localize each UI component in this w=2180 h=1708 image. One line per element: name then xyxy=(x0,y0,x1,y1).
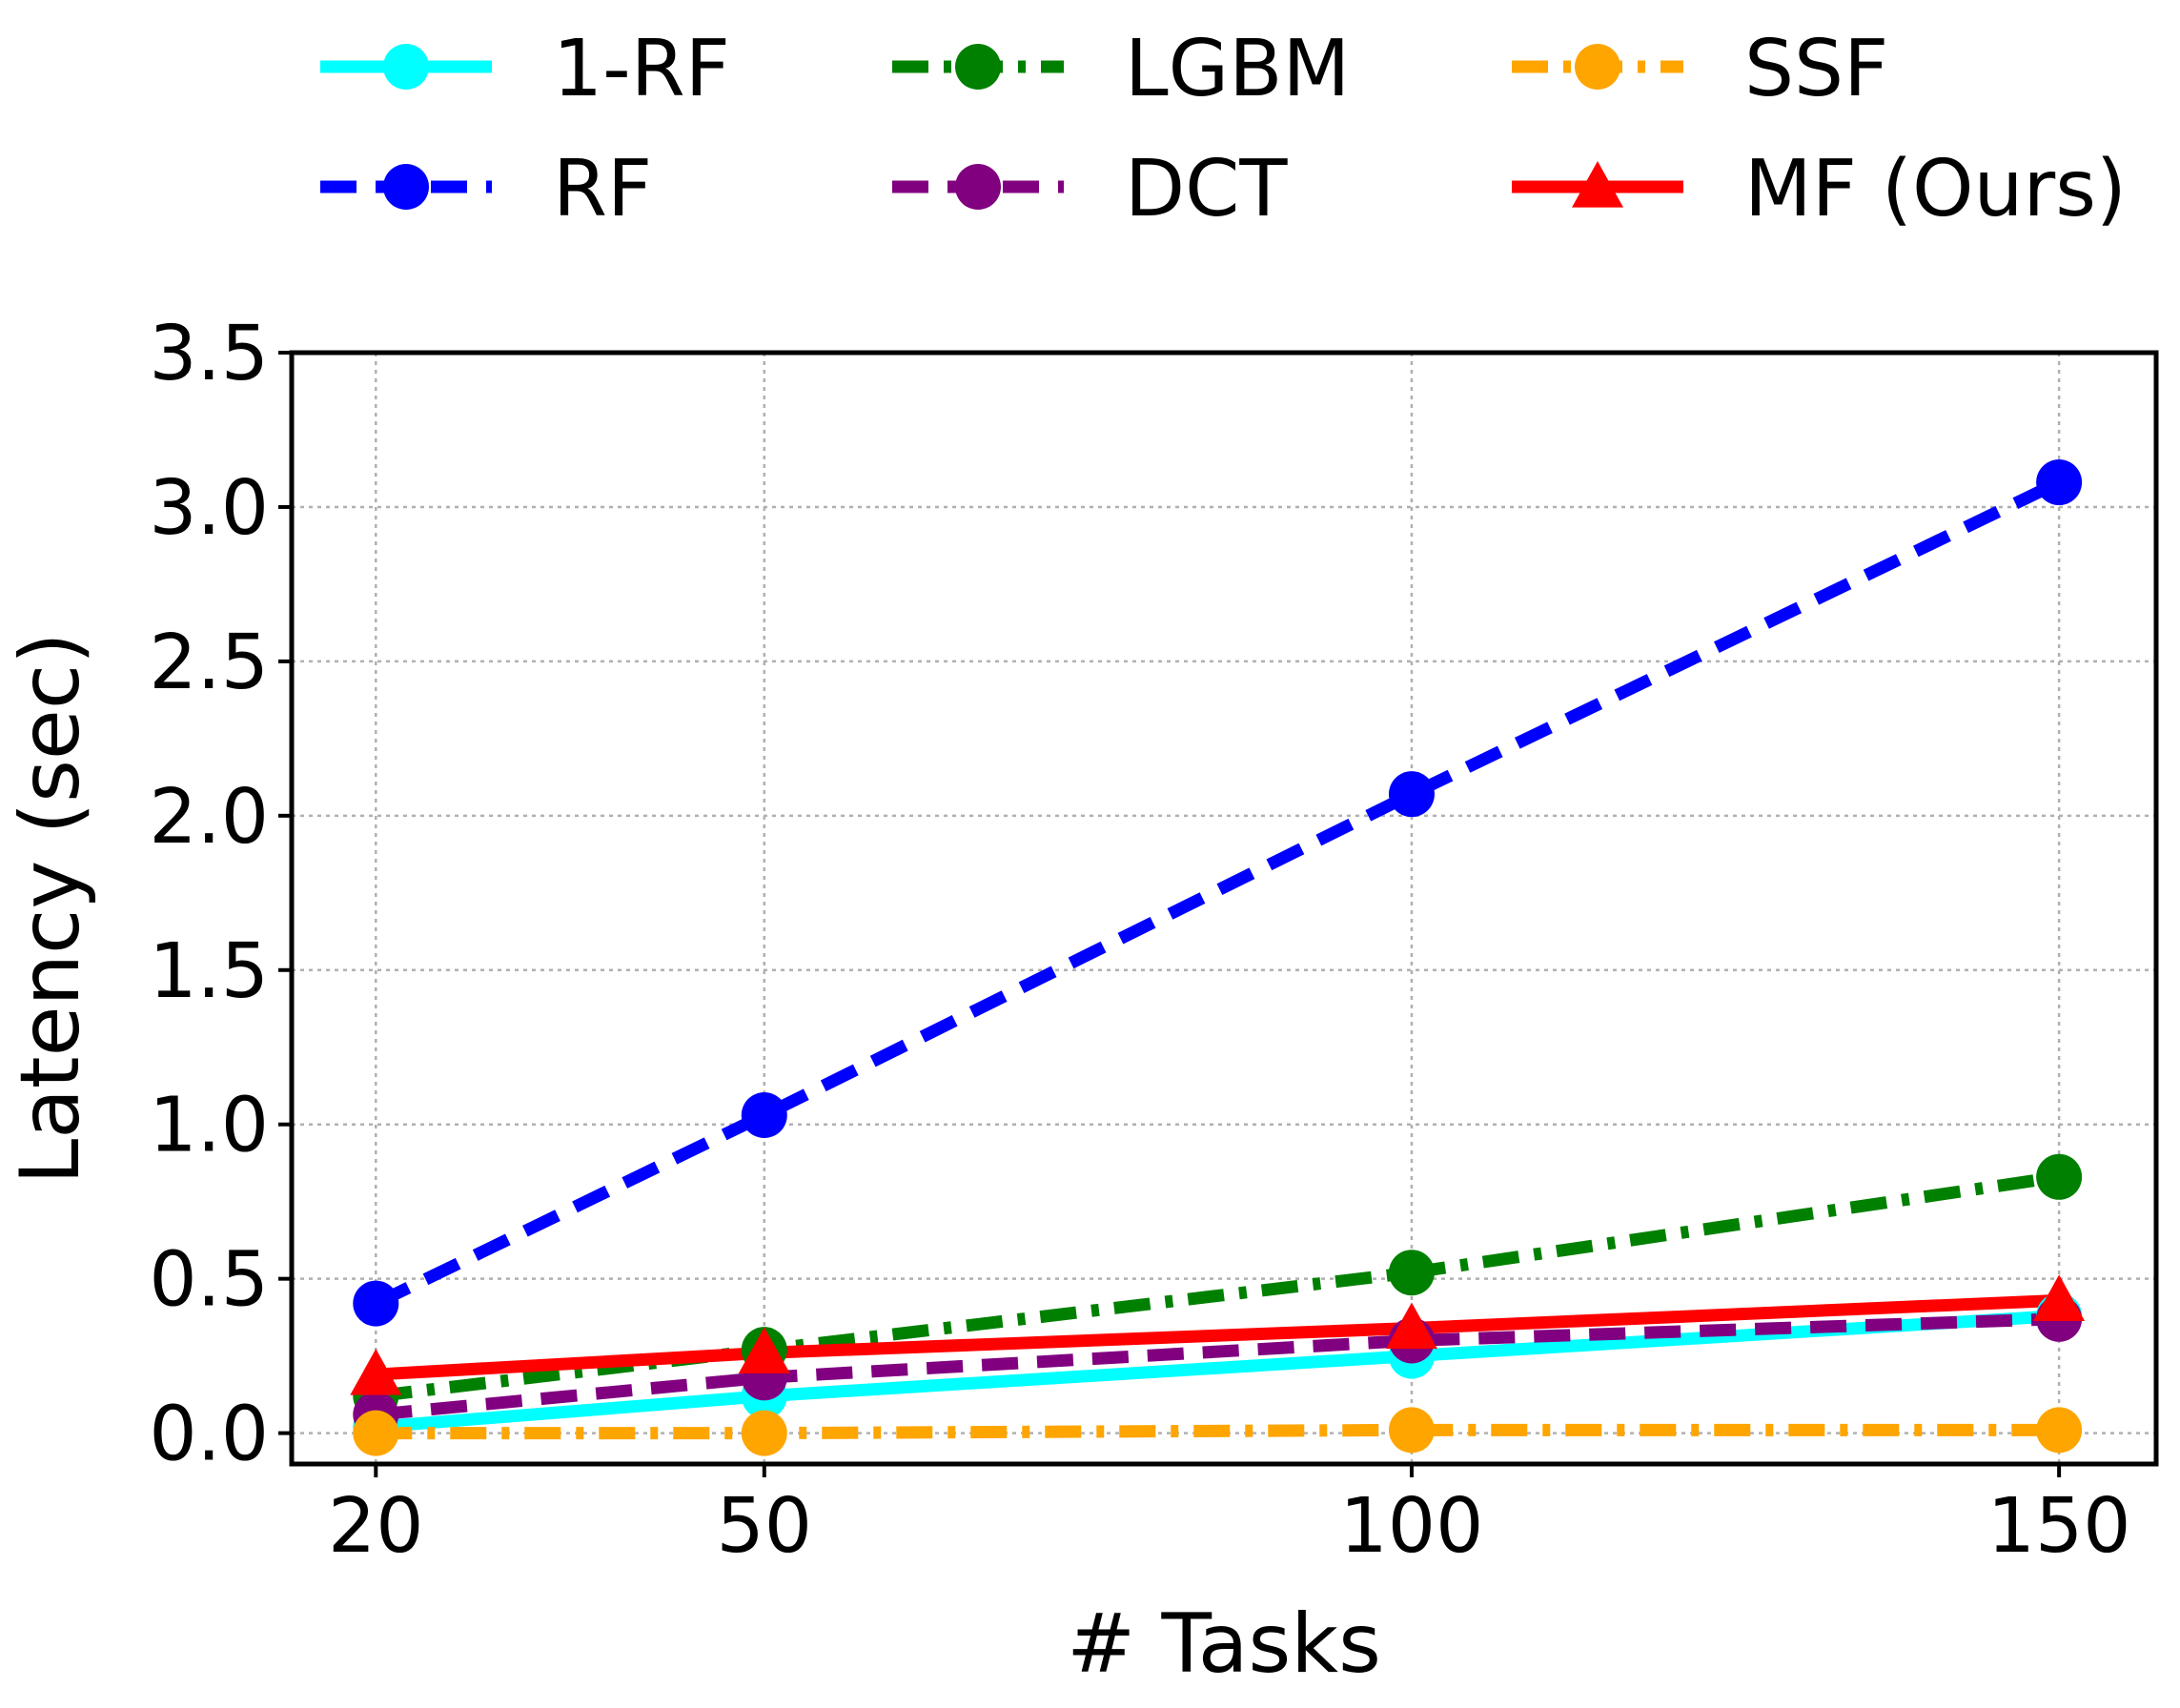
x-tick-label: 50 xyxy=(717,1482,813,1570)
y-tick-label: 3.0 xyxy=(149,464,269,552)
legend-label-1-RF: 1-RF xyxy=(553,24,730,114)
legend: 1-RF RF LGBM DCT SSF MF (Ours) xyxy=(320,24,2127,234)
series-markers xyxy=(350,459,2086,1456)
legend-label-RF: RF xyxy=(553,144,652,234)
x-tick-label: 150 xyxy=(1987,1482,2131,1570)
x-axis-label: # Tasks xyxy=(1067,1596,1381,1692)
legend-marker-DCT xyxy=(955,164,1001,210)
y-tick-label: 0.5 xyxy=(149,1236,269,1324)
data-point-MF (Ours) xyxy=(738,1327,790,1373)
legend-label-SSF: SSF xyxy=(1744,24,1888,114)
data-point-MF (Ours) xyxy=(2033,1274,2086,1321)
series-line-LGBM xyxy=(375,1170,2061,1403)
y-tick-label: 3.5 xyxy=(149,310,269,397)
series-lines xyxy=(373,477,2062,1440)
x-tick-label: 100 xyxy=(1340,1482,1484,1570)
data-point-SSF xyxy=(741,1410,787,1456)
legend-marker-RF xyxy=(383,164,429,210)
series-line-DCT xyxy=(375,1312,2060,1421)
legend-label-MF (Ours): MF (Ours) xyxy=(1744,144,2127,234)
y-tick-label: 2.0 xyxy=(149,773,269,861)
y-tick-label: 0.0 xyxy=(149,1391,269,1478)
series-line-RF xyxy=(373,477,2062,1310)
data-point-MF (Ours) xyxy=(350,1349,402,1395)
x-tick-label: 20 xyxy=(328,1482,424,1570)
legend-label-DCT: DCT xyxy=(1125,144,1288,234)
data-point-LGBM xyxy=(1388,1250,1435,1296)
y-tick-label: 1.5 xyxy=(149,927,269,1015)
series-line-SSF xyxy=(376,1423,2060,1440)
data-point-RF xyxy=(2036,459,2083,506)
data-point-RF xyxy=(741,1092,787,1139)
legend-marker-LGBM xyxy=(955,44,1001,90)
y-tick-label: 2.5 xyxy=(149,619,269,706)
data-point-RF xyxy=(1388,771,1435,818)
axis-ticks: 20 50 100 150 0.0 0.5 1.0 1.5 2.0 2.5 3.0 3.5 xyxy=(149,310,2130,1570)
data-point-SSF xyxy=(2036,1407,2083,1454)
legend-marker-1-RF xyxy=(383,44,429,90)
y-axis-label: Latency (sec) xyxy=(3,632,98,1184)
legend-label-LGBM: LGBM xyxy=(1125,24,1350,114)
data-point-LGBM xyxy=(2036,1153,2083,1200)
data-point-RF xyxy=(353,1280,399,1327)
legend-marker-MF (Ours) xyxy=(1572,161,1623,208)
y-tick-label: 1.0 xyxy=(149,1082,269,1169)
data-point-MF (Ours) xyxy=(1385,1302,1437,1350)
plot-frame xyxy=(289,350,2159,1467)
series-line-MF (Ours) xyxy=(375,1293,2060,1381)
data-point-SSF xyxy=(1388,1407,1435,1454)
data-point-SSF xyxy=(353,1410,399,1456)
legend-marker-SSF xyxy=(1575,44,1620,90)
